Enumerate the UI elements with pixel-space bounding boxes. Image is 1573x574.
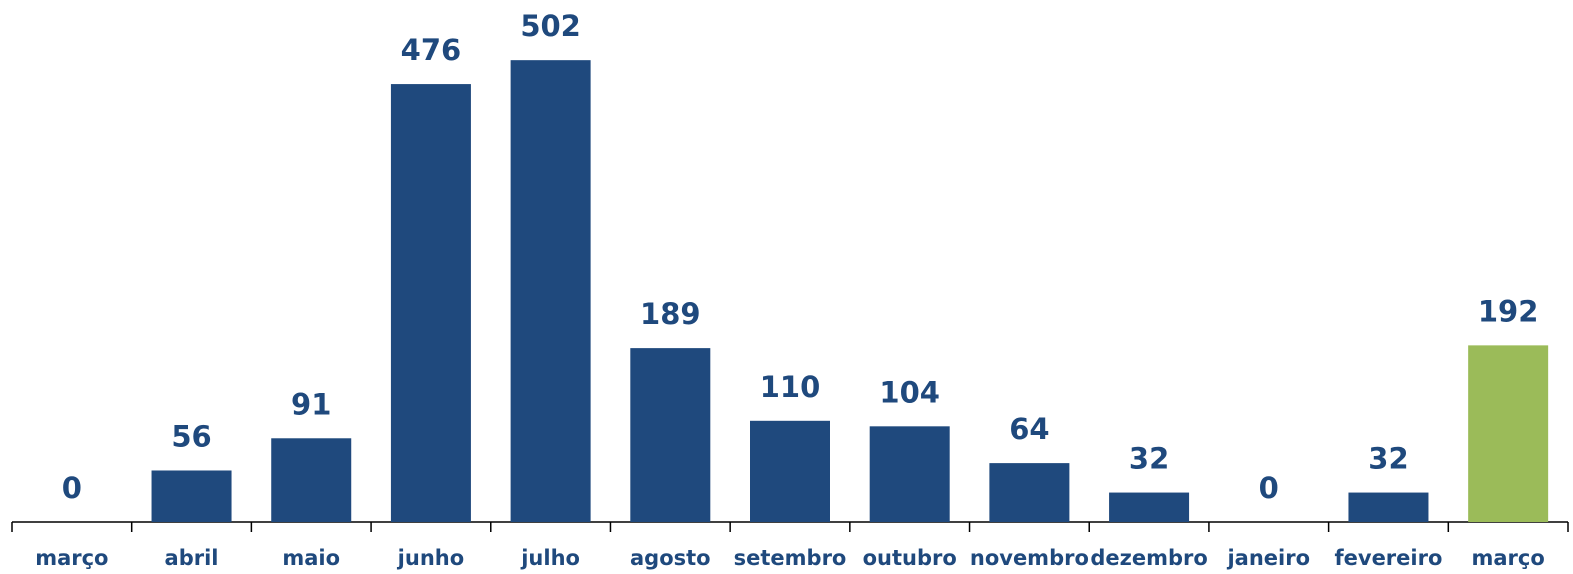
value-label: 0: [1259, 471, 1279, 505]
value-label: 32: [1368, 442, 1408, 476]
value-label: 476: [401, 33, 462, 67]
x-tick-label: julho: [520, 546, 580, 570]
x-tick-label: março: [35, 546, 108, 570]
value-label: 104: [879, 375, 940, 409]
value-label: 110: [760, 370, 821, 404]
bar: [1468, 345, 1549, 522]
value-label: 56: [171, 419, 211, 453]
value-label: 189: [640, 297, 701, 331]
bar: [151, 470, 232, 522]
bar: [1109, 492, 1190, 522]
x-tick-label: setembro: [734, 546, 847, 570]
bar: [869, 426, 950, 522]
value-label: 192: [1478, 294, 1539, 328]
x-tick-label: junho: [397, 546, 464, 570]
value-label: 64: [1009, 412, 1049, 446]
value-label: 0: [62, 471, 82, 505]
bar: [510, 60, 591, 522]
x-tick-label: outubro: [863, 546, 957, 570]
x-tick-label: março: [1472, 546, 1545, 570]
bar: [390, 84, 471, 522]
bar: [630, 348, 711, 522]
bar: [271, 438, 352, 522]
bar: [750, 420, 830, 522]
x-tick-label: fevereiro: [1335, 546, 1443, 570]
x-tick-label: abril: [165, 546, 219, 570]
value-label: 502: [520, 9, 581, 43]
value-label: 32: [1129, 442, 1169, 476]
x-tick-label: novembro: [970, 546, 1089, 570]
value-label: 91: [291, 387, 331, 421]
x-tick-label: dezembro: [1090, 546, 1207, 570]
bar: [989, 463, 1070, 522]
x-tick-label: maio: [282, 546, 340, 570]
bar: [1348, 492, 1429, 522]
x-tick-label: agosto: [630, 546, 711, 570]
x-tick-label: janeiro: [1226, 546, 1310, 570]
